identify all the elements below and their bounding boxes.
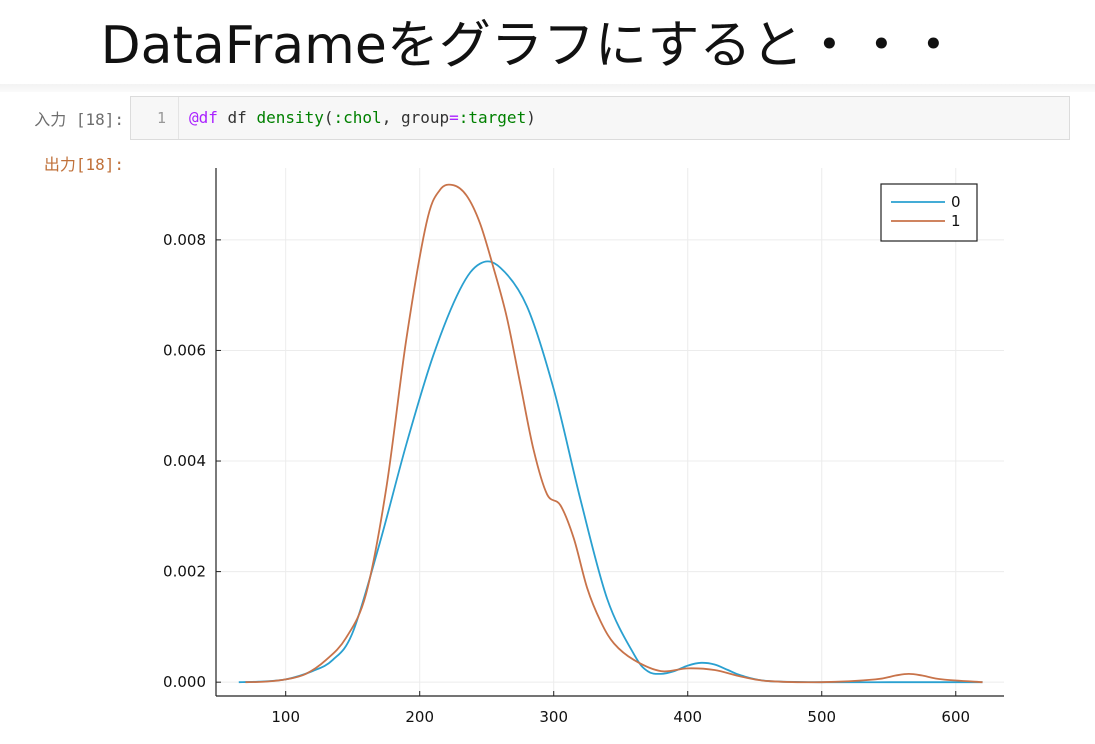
slide-title: DataFrameをグラフにすると・・・ [100, 16, 960, 76]
code-symbol-token: :target [458, 108, 527, 127]
series-line-0 [238, 260, 983, 684]
code-function-token: density [256, 108, 324, 127]
legend-label-1: 1 [951, 212, 961, 230]
y-tick-label: 0.002 [163, 563, 206, 581]
code-operator-token: = [449, 108, 459, 127]
code-text-token: df [217, 108, 257, 127]
x-tick-label: 200 [405, 708, 434, 726]
y-tick-label: 0.008 [163, 231, 206, 249]
y-tick-label: 0.004 [163, 452, 206, 470]
output-prompt: 出力[18]: [43, 155, 124, 174]
legend-label-0: 0 [951, 193, 961, 211]
code-editor[interactable]: 1 @df df density(:chol, group=:target) [130, 96, 1070, 140]
y-tick-label: 0.000 [163, 673, 206, 691]
code-text-token: ) [526, 108, 536, 127]
x-tick-label: 600 [941, 708, 970, 726]
notebook-cell: 入力 [18]: 1 @df df density(:chol, group=:… [0, 84, 1095, 744]
x-tick-label: 300 [539, 708, 568, 726]
x-tick-label: 400 [673, 708, 702, 726]
code-text-token: ( [323, 108, 334, 127]
code-text-token: , group [381, 108, 450, 127]
series-line-1 [245, 183, 983, 684]
x-tick-label: 100 [271, 708, 300, 726]
code-symbol-token: :chol [333, 108, 382, 127]
line-number: 1 [131, 97, 179, 139]
code-macro-token: @df [189, 108, 218, 127]
legend-box [880, 183, 978, 242]
y-tick-label: 0.006 [163, 341, 206, 359]
input-prompt: 入力 [18]: [34, 110, 124, 129]
x-tick-label: 500 [807, 708, 836, 726]
code-line[interactable]: @df df density(:chol, group=:target) [189, 97, 536, 139]
